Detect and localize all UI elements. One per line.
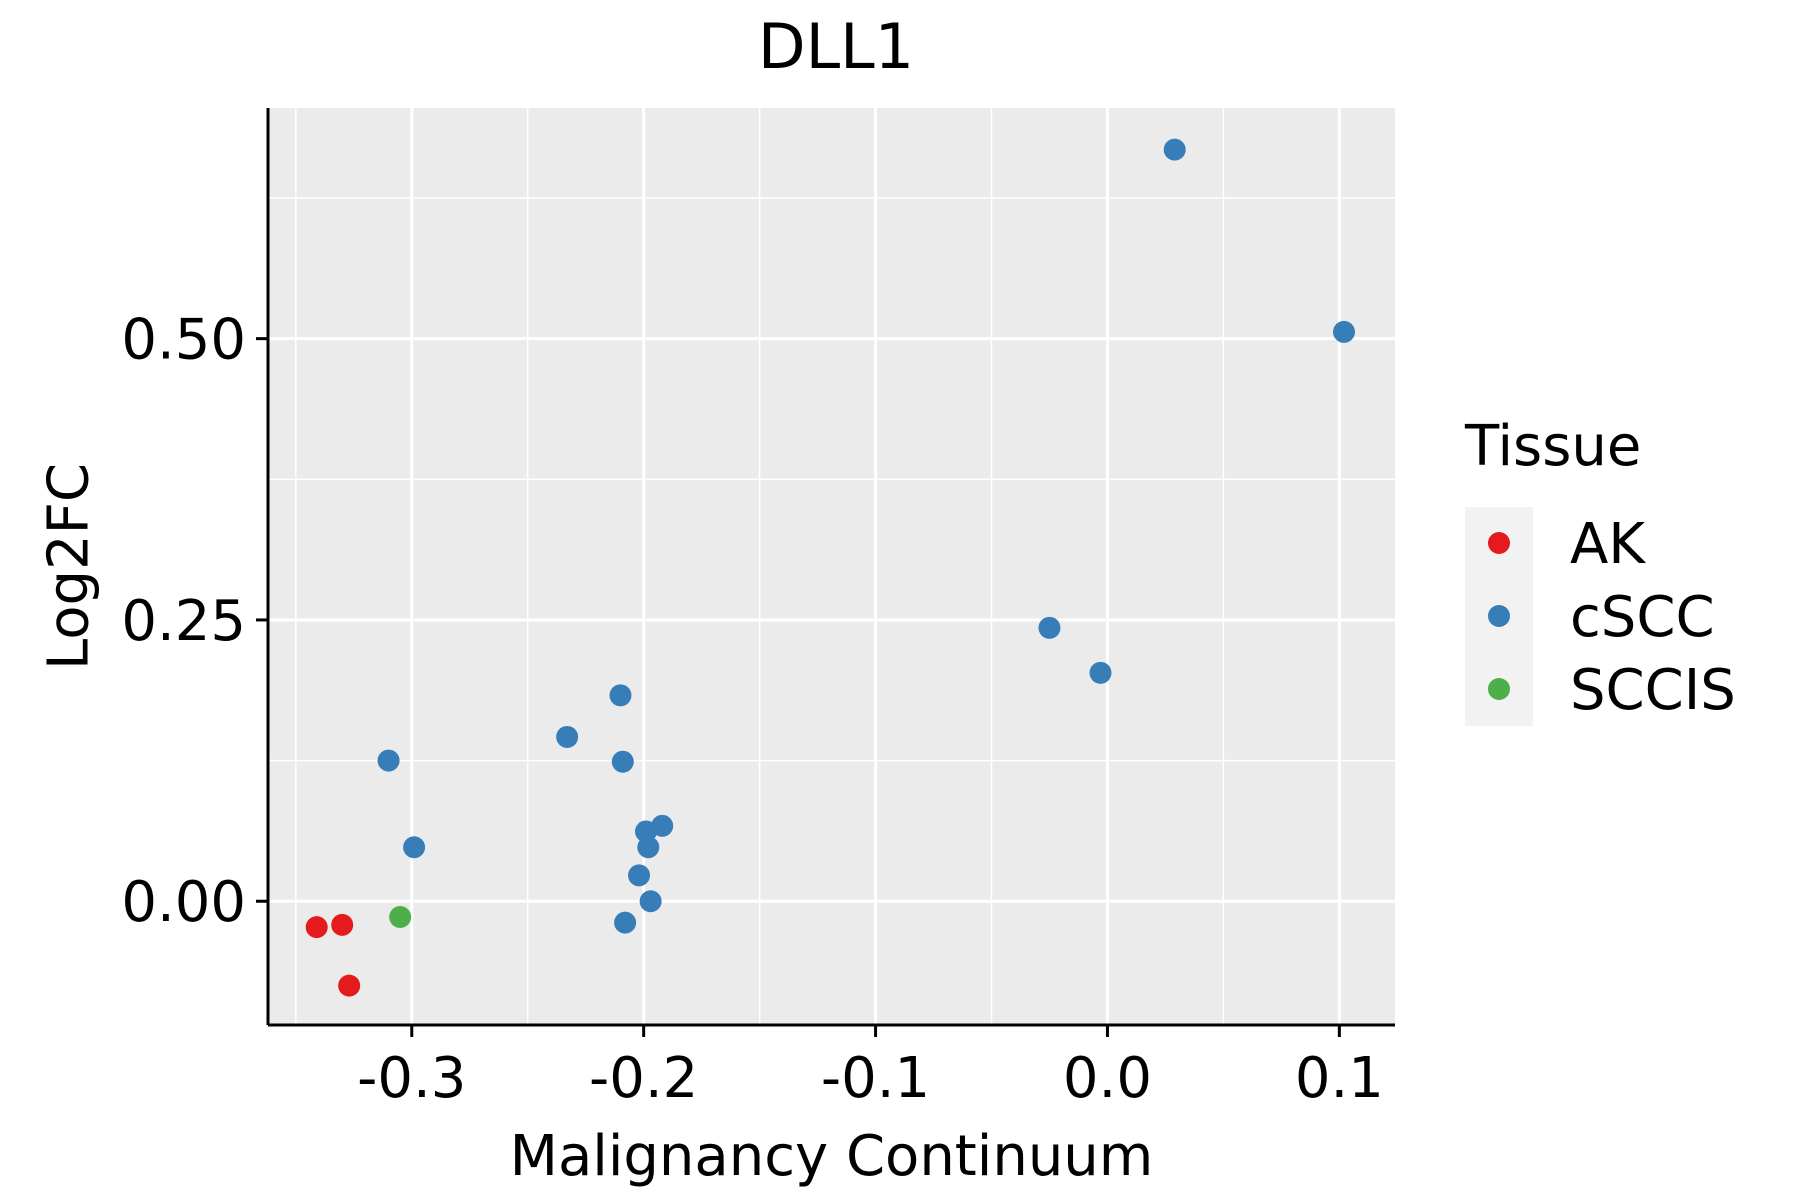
x-tick-label: 0.0 [1063,1046,1152,1111]
legend-key-cscc [1488,605,1510,627]
data-point-cscc [611,750,634,773]
legend-entries: AK cSCC SCCIS [1488,512,1736,723]
data-point-cscc [609,684,632,707]
x-tick-label: 0.1 [1295,1046,1384,1111]
legend-key-sccis [1488,678,1510,700]
data-point-cscc [377,749,400,772]
data-point-cscc [614,911,637,934]
y-tick-label: 0.50 [121,308,246,373]
minor-gridlines [268,108,1395,1043]
x-tick-label: -0.1 [821,1046,930,1111]
legend: Tissue AK cSCC SCCIS [1464,414,1736,726]
data-point-sccis [389,905,412,928]
chart-title: DLL1 [758,10,914,83]
data-point-cscc [637,836,660,859]
legend-label-sccis: SCCIS [1570,658,1736,723]
data-point-cscc [628,864,651,887]
x-tick-label: -0.2 [589,1046,698,1111]
x-axis-title: Malignancy Continuum [510,1124,1154,1189]
data-point-ak [331,913,354,936]
legend-key-ak [1488,532,1510,554]
major-gridlines [268,108,1395,1025]
legend-title: Tissue [1464,414,1641,479]
x-axis-ticks: -0.3 -0.2 -0.1 0.0 0.1 [357,1025,1384,1111]
y-tick-label: 0.25 [121,589,246,654]
x-tick-label: -0.3 [357,1046,466,1111]
data-points [305,138,1355,997]
y-axis-ticks: 0.00 0.25 0.50 [121,308,268,935]
data-point-cscc [556,725,579,748]
data-point-cscc [1163,138,1186,161]
data-point-cscc [1038,616,1061,639]
data-point-ak [305,916,328,939]
legend-label-cscc: cSCC [1570,585,1715,650]
data-point-cscc [639,890,662,913]
data-point-cscc [1332,320,1355,343]
data-point-cscc [1089,661,1112,684]
plot-panel [268,108,1395,1025]
y-axis-title: Log2FC [37,463,102,670]
data-point-cscc [651,814,674,837]
data-point-ak [338,974,361,997]
data-point-cscc [403,836,426,859]
legend-label-ak: AK [1570,512,1646,577]
y-tick-label: 0.00 [121,870,246,935]
